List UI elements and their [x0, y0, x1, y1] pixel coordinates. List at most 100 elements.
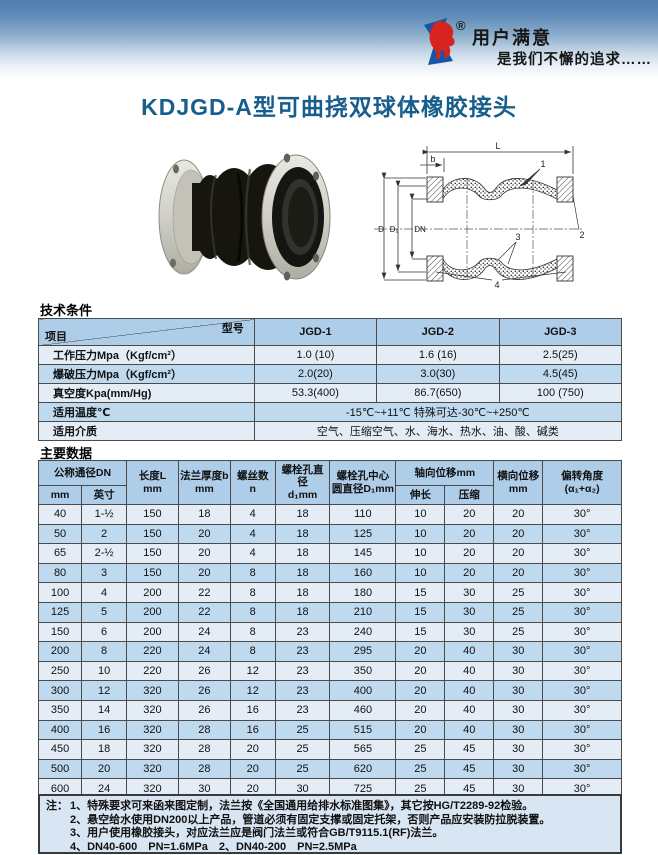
main-data-cell: 30 [444, 621, 495, 643]
tech-row-value: 4.5(45) [498, 364, 623, 384]
tech-row-value: 53.3(400) [253, 383, 378, 403]
header-bolt-hole-dia: 螺栓孔直径 d₁mm [274, 460, 331, 505]
header-dn-group: 公称通径DN [37, 460, 128, 486]
main-data-cell: 150 [126, 562, 179, 584]
main-data-cell: 30 [274, 778, 331, 799]
main-data-cell: 300 [37, 680, 83, 701]
tech-row-value: 1.6 (16) [376, 345, 500, 365]
main-data-cell: 22 [177, 601, 231, 623]
main-data-cell: 20 [395, 719, 446, 741]
tech-table-row: 工作压力Mpa（Kgf/cm²） 1.0 (10) 1.6 (16) 2.5(25) [38, 345, 623, 365]
main-data-cell: 210 [329, 601, 397, 623]
main-data-cell: 22 [177, 582, 231, 603]
page-title: KDJGD-A型可曲挠双球体橡胶接头 [141, 94, 517, 120]
main-data-cell: 18 [274, 582, 331, 603]
main-data-cell: 50 [37, 523, 83, 545]
main-data-cell: 20 [177, 543, 231, 564]
main-data-cell: 350 [329, 660, 397, 682]
tech-conditions-table: 型号 项目 JGD-1 JGD-2 JGD-3 工作压力Mpa（Kgf/cm²）… [38, 318, 623, 441]
main-data-cell: 320 [126, 739, 179, 760]
main-data-cell: 24 [177, 641, 231, 662]
tech-table-row: 真空度Kpa(mm/Hg) 53.3(400) 86.7(650) 100 (750) [38, 383, 623, 403]
main-data-cell: 30 [493, 719, 544, 741]
tech-row-value: 1.0 (10) [253, 345, 378, 365]
main-data-cell: 8 [229, 641, 276, 662]
header-flange-thickness: 法兰厚度b mm [177, 460, 231, 505]
main-data-cell: 12 [229, 660, 276, 682]
main-data-cell: 15 [395, 601, 446, 623]
main-data-cell: 10 [395, 523, 446, 545]
main-data-cell: 220 [126, 660, 179, 682]
main-data-cell: 30° [542, 719, 622, 741]
note-line: 2、悬空给水使用DN200以上产品，管道必须有固定支撑或固定托架，否则产品应安装… [70, 813, 551, 826]
callout-leaders [435, 168, 580, 281]
header-bolt-circle: 螺栓孔中心 圆直径D₁mm [329, 460, 397, 505]
main-data-cell: 40 [444, 641, 495, 662]
main-data-cell: 400 [37, 719, 83, 741]
main-data-cell: 20 [493, 504, 544, 525]
main-table-body: 40 1-½ 150 18 4 18 110 10 20 20 30° 50 2 150 20 4 18 125 1… [37, 504, 622, 799]
main-data-cell: 15 [395, 582, 446, 603]
main-data-cell: 515 [329, 719, 397, 741]
main-data-cell: 150 [126, 543, 179, 564]
main-data-cell: 25 [493, 582, 544, 603]
main-data-cell: 125 [329, 523, 397, 545]
drawing-text: L b D D₁ DN 1 2 3 4 [378, 141, 584, 290]
main-data-cell: 30 [177, 778, 231, 799]
main-data-cell: 8 [229, 601, 276, 623]
main-data-cell: 3 [81, 562, 128, 584]
main-data-cell: 145 [329, 543, 397, 564]
main-data-cell: 30 [444, 601, 495, 623]
tech-row-value: 2.0(20) [253, 364, 378, 384]
main-data-cell: 180 [329, 582, 397, 603]
main-data-cell: 725 [329, 778, 397, 799]
main-data-cell: 23 [274, 621, 331, 643]
main-data-cell: 100 [37, 582, 83, 603]
flange-sections [426, 176, 574, 282]
header-axial-extend: 伸长 [395, 485, 446, 505]
rubber-sections [442, 178, 558, 280]
main-table-row: 500 20 320 28 20 25 620 25 45 30 30° [37, 758, 622, 780]
main-data-cell: 8 [81, 641, 128, 662]
rubber-body [192, 164, 297, 270]
main-data-cell: 500 [37, 758, 83, 780]
tech-row-label: 工作压力Mpa（Kgf/cm²） [38, 345, 255, 365]
main-data-cell: 25 [274, 739, 331, 760]
main-data-cell: 20 [493, 562, 544, 584]
main-data-cell: 25 [395, 758, 446, 780]
main-data-cell: 26 [177, 660, 231, 682]
main-data-cell: 45 [444, 739, 495, 760]
main-data-cell: 28 [177, 719, 231, 741]
main-data-cell: 18 [177, 504, 231, 525]
main-data-cell: 150 [126, 523, 179, 545]
main-data-cell: 16 [229, 719, 276, 741]
note-line: 3、用户使用橡胶接头，对应法兰应是阀门法兰或符合GB/T9115.1(RF)法兰… [70, 827, 444, 839]
notes-lines: 1、特殊要求可来函来图定制，法兰按《全国通用给排水标准图集》，其它按HG/T22… [46, 800, 614, 854]
main-table-row: 200 8 220 24 8 23 295 20 40 30 30° [37, 641, 622, 662]
main-data-cell: 20 [395, 699, 446, 721]
main-data-cell: 30° [542, 562, 622, 584]
tech-header-row: 型号 项目 JGD-1 JGD-2 JGD-3 [38, 318, 623, 346]
main-data-cell: 8 [229, 582, 276, 603]
main-data-cell: 25 [274, 719, 331, 741]
main-data-cell: 20 [395, 660, 446, 682]
main-data-cell: 40 [37, 504, 83, 525]
tech-row-value: 2.5(25) [498, 345, 623, 365]
main-data-cell: 40 [444, 719, 495, 741]
main-data-cell: 250 [37, 660, 83, 682]
header-dn-inch: 英寸 [81, 485, 128, 505]
main-data-cell: 160 [329, 562, 397, 584]
slogan-line1: 用户满意 [472, 28, 552, 48]
main-data-cell: 110 [329, 504, 397, 525]
main-data-cell: 65 [37, 543, 83, 564]
main-data-cell: 18 [81, 739, 128, 760]
corner-model-label: 型号 [221, 323, 244, 335]
main-data-cell: 30 [493, 739, 544, 760]
main-data-cell: 10 [395, 562, 446, 584]
main-data-cell: 320 [126, 719, 179, 741]
main-data-cell: 30° [542, 699, 622, 721]
tech-row-value: 3.0(30) [376, 364, 500, 384]
main-data-cell: 18 [274, 601, 331, 623]
model-column-jgd3: JGD-3 [498, 318, 623, 346]
